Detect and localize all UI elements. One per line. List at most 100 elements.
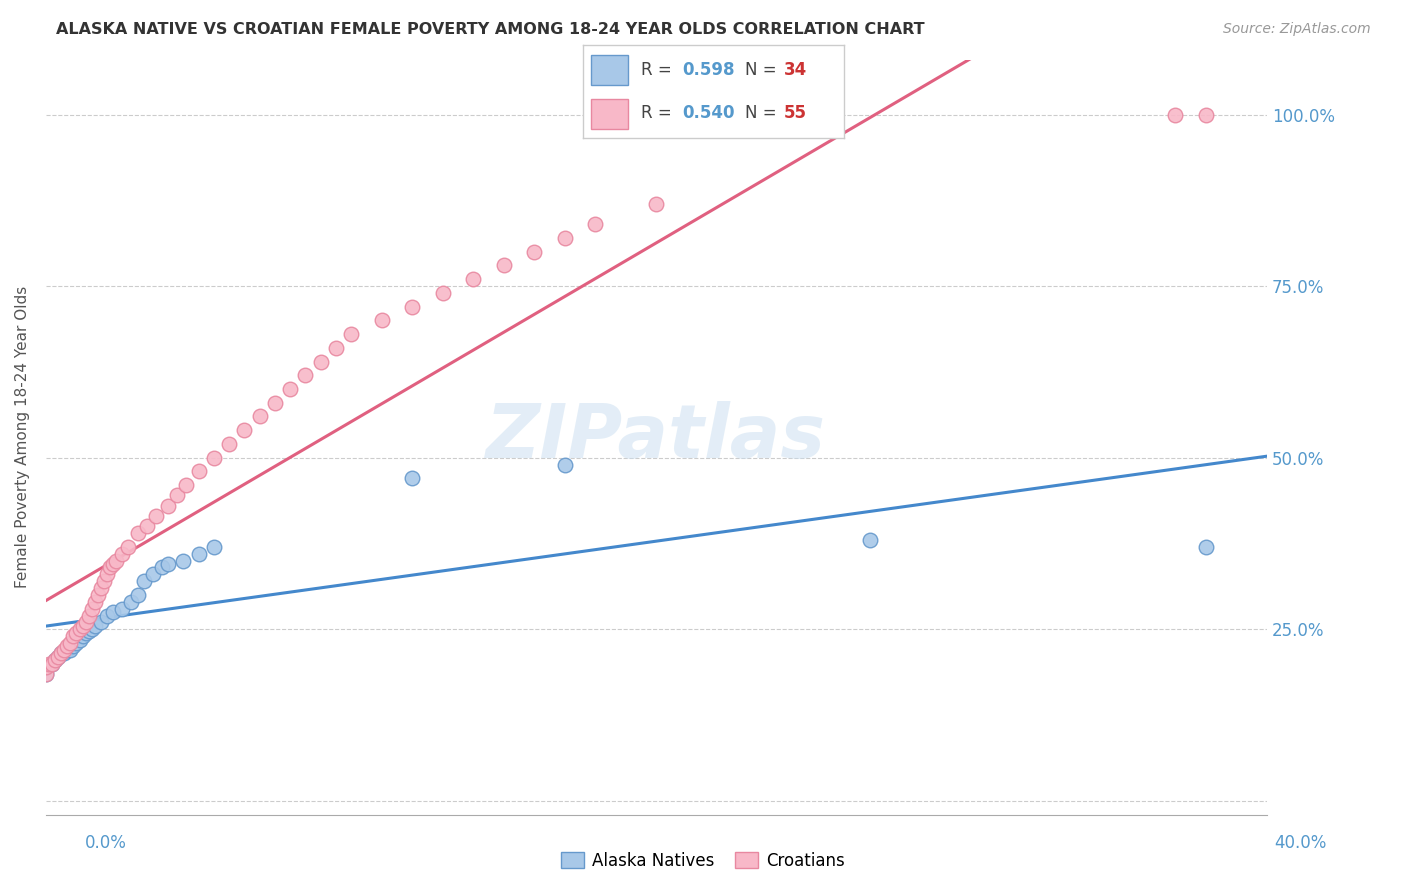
Bar <box>592 99 627 129</box>
Point <box>56 640 79 654</box>
Point <box>157 557 180 571</box>
Point <box>59 643 82 657</box>
Point <box>127 526 149 541</box>
Point <box>46 649 69 664</box>
Point <box>53 643 76 657</box>
Point <box>202 450 225 465</box>
Text: N =: N = <box>745 61 782 78</box>
Point <box>1164 107 1187 121</box>
Point <box>75 625 97 640</box>
Text: R =: R = <box>641 104 676 122</box>
Point <box>44 653 66 667</box>
Text: ZIPatlas: ZIPatlas <box>486 401 827 474</box>
Point <box>35 666 58 681</box>
Y-axis label: Female Poverty Among 18-24 Year Olds: Female Poverty Among 18-24 Year Olds <box>15 286 30 588</box>
Point <box>87 588 110 602</box>
Text: 0.0%: 0.0% <box>84 834 127 852</box>
Point <box>132 574 155 589</box>
Point <box>59 636 82 650</box>
Point <box>157 499 180 513</box>
Text: ALASKA NATIVE VS CROATIAN FEMALE POVERTY AMONG 18-24 YEAR OLDS CORRELATION CHART: ALASKA NATIVE VS CROATIAN FEMALE POVERTY… <box>56 22 925 37</box>
Point <box>51 646 73 660</box>
Point <box>38 657 60 671</box>
Legend: Alaska Natives, Croatians: Alaska Natives, Croatians <box>554 846 852 877</box>
Point <box>264 396 287 410</box>
Point <box>218 437 240 451</box>
Point <box>463 272 485 286</box>
Text: 40.0%: 40.0% <box>1274 834 1327 852</box>
Point <box>69 632 91 647</box>
Point <box>65 636 87 650</box>
Point <box>401 300 423 314</box>
Point <box>83 619 105 633</box>
Point <box>90 581 112 595</box>
Point <box>1195 540 1218 554</box>
Point <box>44 653 66 667</box>
Point <box>53 646 76 660</box>
Point <box>75 615 97 630</box>
Point <box>96 608 118 623</box>
Point <box>859 533 882 547</box>
Point <box>35 666 58 681</box>
Point <box>56 643 79 657</box>
Point <box>145 508 167 523</box>
Point <box>554 458 576 472</box>
Point <box>1195 107 1218 121</box>
Point <box>77 624 100 638</box>
Point <box>176 478 198 492</box>
Point <box>80 601 103 615</box>
Point <box>166 488 188 502</box>
Point <box>46 649 69 664</box>
Point <box>233 423 256 437</box>
Point <box>35 660 58 674</box>
Point <box>142 567 165 582</box>
Point <box>65 625 87 640</box>
Point <box>432 285 454 300</box>
Point <box>72 619 94 633</box>
Point <box>120 595 142 609</box>
Point <box>62 629 84 643</box>
Point <box>172 553 194 567</box>
Point <box>111 601 134 615</box>
Text: Source: ZipAtlas.com: Source: ZipAtlas.com <box>1223 22 1371 37</box>
Point <box>51 646 73 660</box>
Point <box>101 557 124 571</box>
Point <box>98 560 121 574</box>
Point <box>202 540 225 554</box>
Point <box>72 629 94 643</box>
Point <box>523 244 546 259</box>
Point <box>111 547 134 561</box>
Point <box>325 341 347 355</box>
Point <box>645 196 668 211</box>
Point <box>150 560 173 574</box>
Point <box>96 567 118 582</box>
Point <box>41 657 63 671</box>
Text: N =: N = <box>745 104 782 122</box>
Point <box>187 547 209 561</box>
Point <box>41 657 63 671</box>
Point <box>35 660 58 674</box>
Point <box>135 519 157 533</box>
Text: 55: 55 <box>783 104 807 122</box>
Text: 0.540: 0.540 <box>682 104 735 122</box>
Point <box>278 382 301 396</box>
Point <box>492 259 515 273</box>
Text: R =: R = <box>641 61 676 78</box>
Point <box>370 313 392 327</box>
Point <box>80 622 103 636</box>
Point <box>62 640 84 654</box>
Point <box>583 217 606 231</box>
Point <box>90 615 112 630</box>
Point <box>340 327 363 342</box>
Point <box>127 588 149 602</box>
Point <box>93 574 115 589</box>
Point <box>83 595 105 609</box>
Point <box>554 231 576 245</box>
Text: 0.598: 0.598 <box>682 61 735 78</box>
Bar <box>592 55 627 85</box>
Point <box>187 464 209 478</box>
Point <box>101 605 124 619</box>
Point <box>69 622 91 636</box>
Point <box>117 540 139 554</box>
Text: 34: 34 <box>783 61 807 78</box>
